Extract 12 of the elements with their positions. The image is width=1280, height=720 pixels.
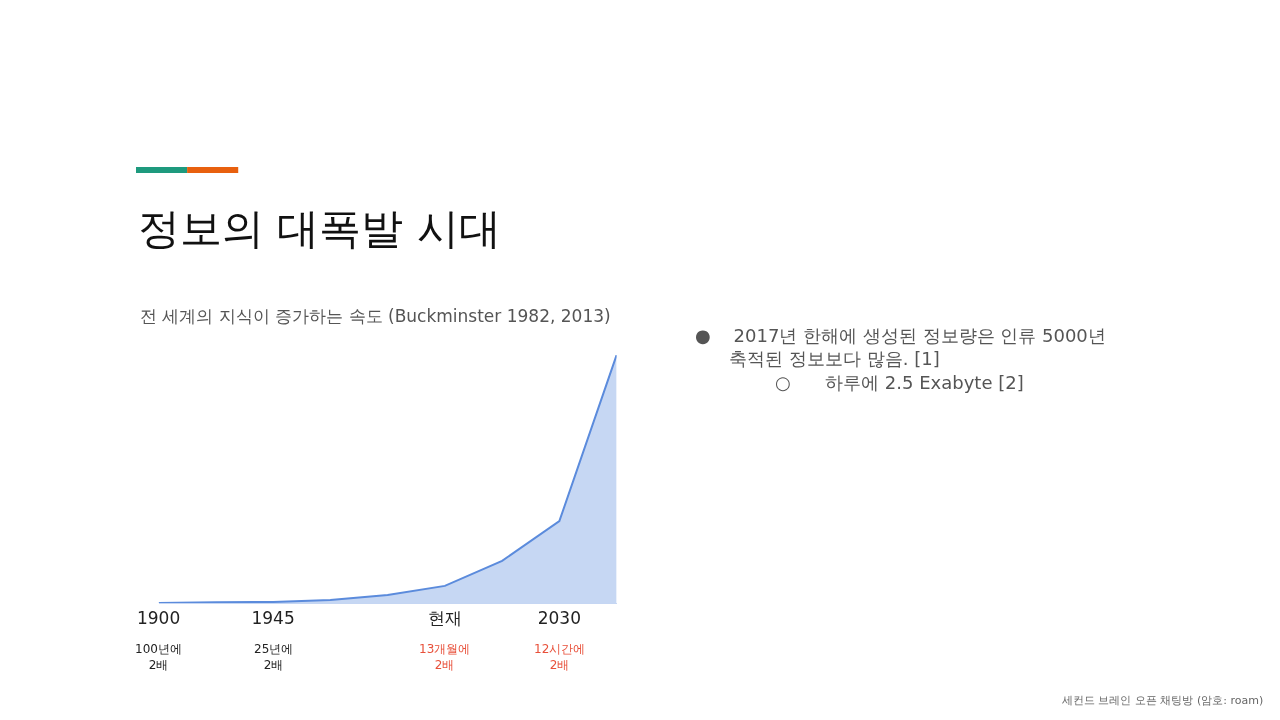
text: 세컨드 브레인 오픈 채팅방 (암호: roam) [1062,694,1264,707]
chart-subtitle: 전 세계의 지식이 증가하는 속도 (Buckminster 1982, 2013) [140,306,611,326]
x-tick-label: 1900 [136,608,181,629]
text: 100년에 2배 [135,642,182,672]
x-tick-label: 현재 [427,608,462,629]
text: 13개월에 2배 [419,642,471,672]
text: 12시간에 2배 [534,642,586,672]
x-tick-label: 2030 [537,608,581,629]
x-tick-label: 1945 [251,608,295,629]
text: ● 2017년 한해에 생성된 정보량은 인류 5000년 축적된 정보보다 많음. [1] ○ 하루에 2.5 Exabyte [2] [695,325,1106,393]
chart-title: 정보의 대폭발 시대 [138,204,501,253]
text: 25년에 2배 [254,642,294,672]
